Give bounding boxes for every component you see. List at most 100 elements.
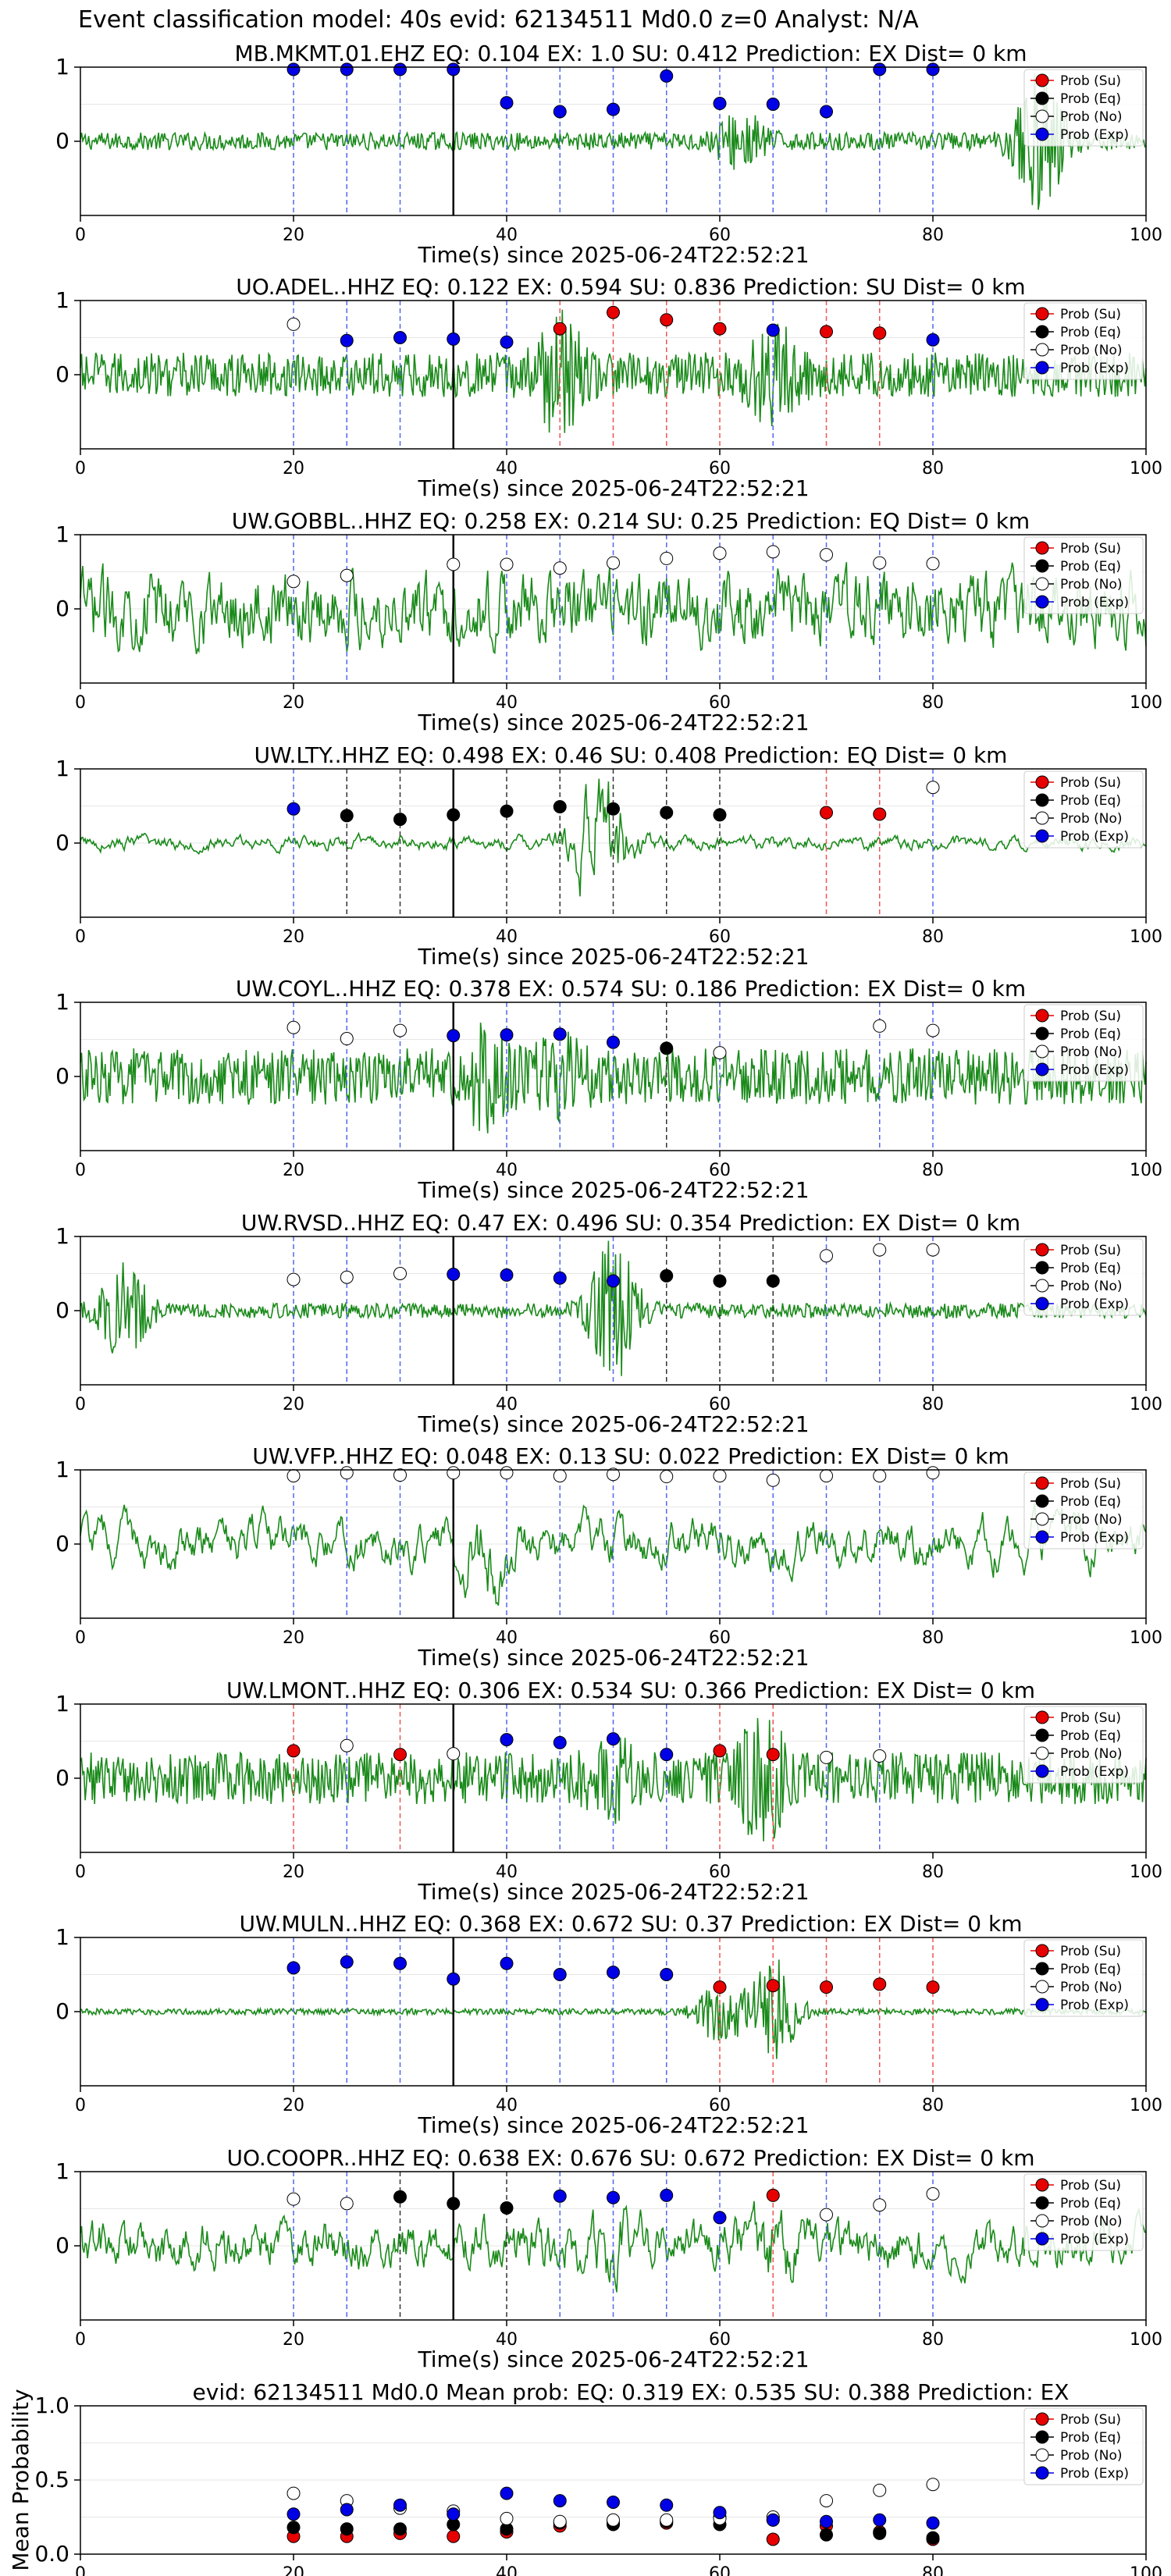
panel-legend-marker	[1035, 361, 1049, 375]
window-prob-point	[926, 333, 940, 347]
panel-legend-marker	[1035, 1998, 1049, 2012]
mean-prob-point	[500, 2486, 514, 2500]
waveform-panel: UO.COOPR..HHZ EQ: 0.638 EX: 0.676 SU: 0.…	[55, 2145, 1162, 2372]
mean-prob-point	[553, 2514, 567, 2528]
window-prob-point	[607, 1274, 620, 1288]
window-prob-point	[500, 1466, 514, 1480]
window-prob-point	[713, 322, 727, 336]
panel-legend-box	[1023, 1471, 1144, 1550]
panel-title: MB.MKMT.01.EHZ EQ: 0.104 EX: 1.0 SU: 0.4…	[234, 41, 1027, 66]
panel-legend-marker	[1035, 127, 1049, 141]
x-tick-label: 20	[283, 693, 304, 713]
window-prob-point	[766, 1748, 780, 1762]
window-prob-point	[607, 2190, 620, 2204]
y-tick-label: 0	[55, 1531, 69, 1557]
panel-legend-label: Prob (Eq)	[1060, 1261, 1121, 1276]
x-axis-label: Time(s) since 2025-06-24T22:52:21	[417, 242, 809, 268]
window-prob-point	[500, 335, 514, 349]
panel-legend-marker	[1035, 1009, 1049, 1023]
panel-legend-marker	[1035, 1512, 1049, 1526]
x-tick-label: 80	[922, 1395, 944, 1414]
window-prob-point	[447, 332, 461, 346]
x-tick-label: 20	[283, 1161, 304, 1180]
window-prob-point	[287, 1272, 301, 1286]
window-prob-point	[393, 1956, 407, 1970]
window-prob-point	[340, 568, 354, 582]
mean-prob-point	[287, 2486, 301, 2500]
window-prob-point	[393, 1468, 407, 1482]
x-tick-label: 80	[922, 927, 944, 947]
x-tick-label: 0	[75, 2096, 86, 2115]
window-prob-point	[447, 2197, 461, 2211]
waveform-panel: UW.LMONT..HHZ EQ: 0.306 EX: 0.534 SU: 0.…	[55, 1678, 1162, 1905]
panel-legend-marker	[1035, 1494, 1049, 1508]
panel-legend-box	[1023, 1238, 1144, 1316]
x-tick-label: 60	[709, 693, 731, 713]
panel-legend-box	[1023, 69, 1144, 147]
y-tick-label: 0.5	[34, 2467, 69, 2492]
x-tick-label: 0	[75, 226, 86, 245]
window-prob-point	[340, 1032, 354, 1046]
window-prob-point	[660, 1968, 674, 1981]
y-tick-label: 1	[55, 756, 69, 781]
panel-legend-marker	[1035, 595, 1049, 609]
window-prob-point	[873, 556, 887, 570]
x-tick-label: 100	[1130, 2096, 1162, 2115]
panel-legend-box	[1023, 1939, 1144, 2017]
panel-legend-box	[1023, 1004, 1144, 1082]
panel-legend-marker	[1035, 2196, 1049, 2210]
window-prob-point	[660, 1470, 674, 1484]
window-prob-point	[447, 1029, 461, 1043]
panel-legend-box	[1023, 536, 1144, 614]
panel-legend-marker	[1035, 1944, 1049, 1958]
x-tick-label: 60	[709, 2330, 731, 2350]
window-prob-point	[660, 551, 674, 565]
x-tick-label: 80	[922, 2330, 944, 2350]
mean-prob-point	[713, 2506, 727, 2520]
window-prob-point	[393, 813, 407, 827]
panel-legend-label: Prob (Eq)	[1060, 325, 1121, 340]
window-prob-point	[340, 333, 354, 347]
panel-legend-marker	[1035, 577, 1049, 591]
window-prob-point	[926, 62, 940, 76]
panel-legend-marker	[1035, 1026, 1049, 1041]
panel-legend-label: Prob (Eq)	[1060, 1026, 1121, 1042]
window-prob-point	[820, 105, 833, 119]
window-prob-point	[766, 1979, 780, 1993]
panel-legend-label: Prob (No)	[1060, 1279, 1123, 1294]
panel-legend-label: Prob (Eq)	[1060, 1962, 1121, 1977]
panel-legend-label: Prob (Exp)	[1060, 1764, 1129, 1780]
x-tick-label: 60	[709, 1863, 731, 1882]
panel-legend-marker	[1035, 73, 1049, 87]
x-tick-label: 100	[1130, 927, 1162, 947]
x-tick-label: 20	[283, 2564, 304, 2576]
mean-prob-point	[873, 2483, 887, 2497]
panel-legend-label: Prob (Exp)	[1060, 595, 1129, 610]
window-prob-point	[607, 1966, 620, 1980]
panel-legend-box	[1023, 770, 1144, 849]
mean-prob-point	[447, 2507, 461, 2521]
mean-prob-point	[340, 2503, 354, 2517]
x-tick-label: 60	[709, 1395, 731, 1414]
x-tick-label: 40	[496, 1628, 518, 1648]
window-prob-point	[820, 806, 833, 820]
x-tick-label: 0	[75, 1863, 86, 1882]
waveform-panel: UW.VFP..HHZ EQ: 0.048 EX: 0.13 SU: 0.022…	[55, 1443, 1162, 1670]
window-prob-point	[500, 2201, 514, 2215]
window-prob-point	[553, 561, 567, 575]
x-tick-label: 0	[75, 693, 86, 713]
mean-prob-point	[393, 2522, 407, 2536]
window-prob-point	[820, 1980, 833, 1994]
y-axis-label: Mean Probability	[8, 2389, 34, 2571]
x-tick-label: 80	[922, 1628, 944, 1648]
window-prob-point	[873, 1469, 887, 1483]
window-prob-point	[713, 1744, 727, 1758]
panel-legend-label: Prob (Su)	[1060, 73, 1121, 89]
y-tick-label: 0	[55, 361, 69, 387]
window-prob-point	[447, 1972, 461, 1986]
window-prob-point	[447, 808, 461, 822]
x-tick-label: 100	[1130, 1161, 1162, 1180]
y-tick-label: 1	[55, 54, 69, 80]
window-prob-point	[393, 2190, 407, 2204]
x-axis-label: Time(s) since 2025-06-24T22:52:21	[417, 1411, 809, 1437]
